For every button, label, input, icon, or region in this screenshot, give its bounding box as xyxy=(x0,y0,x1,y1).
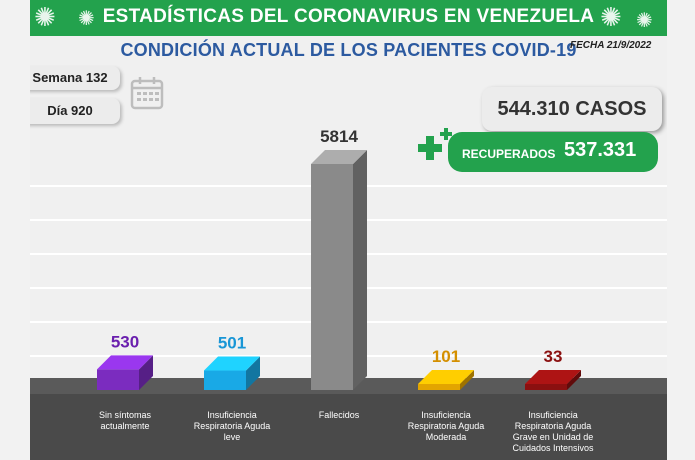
bar-top xyxy=(311,150,367,164)
bar xyxy=(311,164,353,390)
bar xyxy=(204,370,246,390)
recovered-badge: RECUPERADOS 537.331 xyxy=(448,132,658,172)
category-label: Insuficiencia Respiratoria Aguda leve xyxy=(194,410,271,442)
bar-side xyxy=(353,150,367,390)
page-subtitle: CONDICIÓN ACTUAL DE LOS PACIENTES COVID-… xyxy=(120,40,577,60)
category-label: Fallecidos xyxy=(319,410,360,420)
value-label: 530 xyxy=(111,332,139,351)
virus-icon: ✺ xyxy=(78,8,95,30)
category-label: Insuficiencia Respiratoria Aguda Moderada xyxy=(408,410,485,442)
calendar-icon xyxy=(130,77,164,110)
bar-top xyxy=(204,356,260,371)
bar-side xyxy=(246,356,260,390)
total-cases-badge: 544.310 CASOS xyxy=(482,87,662,131)
bar-top xyxy=(418,370,474,384)
value-label: 101 xyxy=(432,347,460,366)
chart-base-area xyxy=(30,394,667,460)
bar xyxy=(525,384,567,390)
category-label: Sin síntomas actualmente xyxy=(99,410,152,431)
week-badge: Semana 132 xyxy=(30,66,120,90)
virus-icon: ✺ xyxy=(34,2,56,32)
bar-side xyxy=(139,355,153,390)
bar-top xyxy=(97,355,153,370)
virus-icon: ✺ xyxy=(636,10,653,32)
virus-icon: ✺ xyxy=(600,2,622,32)
bar xyxy=(97,369,139,390)
day-badge: Día 920 xyxy=(30,98,120,124)
title-banner: ✺ ✺ ✺ ✺ ESTADÍSTICAS DEL CORONAVIRUS EN … xyxy=(30,0,667,36)
plus-icon xyxy=(418,128,452,160)
recovered-label: RECUPERADOS xyxy=(462,147,556,161)
bar-side xyxy=(567,370,581,390)
category-label: Insuficiencia Respiratoria Aguda Grave en … xyxy=(512,410,594,453)
page-title: ESTADÍSTICAS DEL CORONAVIRUS EN VENEZUEL… xyxy=(102,6,595,27)
bar-side xyxy=(460,370,474,390)
value-label: 5814 xyxy=(320,127,358,146)
infographic: 530 Sin síntomas actualmente 501 Insuficienc… xyxy=(30,0,667,460)
value-label: 33 xyxy=(544,347,563,366)
value-label: 501 xyxy=(218,334,246,353)
bar-top xyxy=(525,370,581,384)
bar-chart: 530 Sin síntomas actualmente 501 Insuficienc… xyxy=(30,127,667,460)
recovered-value: 537.331 xyxy=(564,139,637,161)
bar xyxy=(418,384,460,390)
report-date: FECHA 21/9/2022 xyxy=(570,40,652,51)
